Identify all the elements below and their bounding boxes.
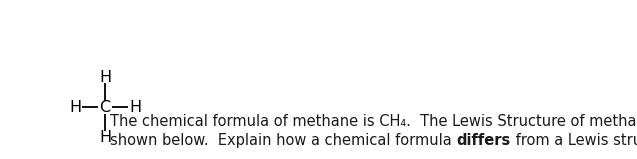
Text: C: C [99, 100, 111, 114]
Text: H: H [99, 129, 111, 145]
Text: H: H [129, 100, 141, 114]
Text: H: H [69, 100, 81, 114]
Text: shown below.  Explain how a chemical formula: shown below. Explain how a chemical form… [110, 133, 456, 148]
Text: from a Lewis structure.: from a Lewis structure. [511, 133, 637, 148]
Text: H: H [99, 69, 111, 84]
Text: The chemical formula of methane is CH₄.  The Lewis Structure of methane is: The chemical formula of methane is CH₄. … [110, 114, 637, 129]
Text: differs: differs [456, 133, 511, 148]
